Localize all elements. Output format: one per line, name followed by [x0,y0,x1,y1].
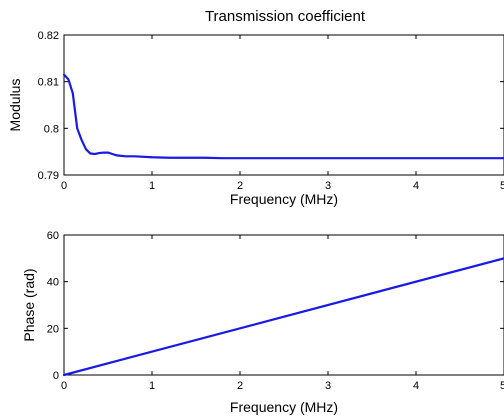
top-y-tick-label: 0.81 [38,77,59,89]
bottom-x-tick-label: 3 [325,380,331,392]
bottom-x-tick-label: 0 [61,380,67,392]
bottom-x-axis-label: Frequency (MHz) [230,399,338,415]
modulus-series-line [62,73,504,160]
top-x-tick-label: 4 [413,180,419,192]
top-y-tick-label: 0.82 [38,30,59,42]
bottom-x-tick-label: 1 [149,380,155,392]
top-y-axis-label: Modulus [7,79,23,132]
bottom-y-tick-label: 60 [47,230,59,242]
top-x-axis-label: Frequency (MHz) [230,191,338,207]
top-x-tick-label: 0 [61,180,67,192]
bottom-y-tick-label: 0 [53,370,59,382]
bottom-plot-frame [63,234,504,376]
bottom-x-tick-label: 5 [500,380,504,392]
bottom-subplot: 0 1 2 3 4 5 0 20 40 60 Frequency (MHz) Phase (rad… [21,230,504,415]
top-y-tick-label: 0.8 [44,123,59,135]
top-plot-frame [63,34,504,176]
top-axis-ticks: 0 1 2 3 4 5 0.79 0.8 0.81 0.82 [38,30,504,192]
phase-series-line [62,257,504,377]
top-chart-title: Transmission coefficient [205,8,366,25]
top-y-tick-label: 0.79 [38,170,59,182]
bottom-x-tick-label: 4 [413,380,419,392]
top-x-tick-label: 3 [325,180,331,192]
bottom-y-axis-label: Phase (rad) [21,268,37,341]
bottom-y-tick-label: 20 [47,323,59,335]
top-x-tick-label: 1 [149,180,155,192]
top-subplot: Transmission coefficient 0 1 2 3 4 5 0.79 0.8 0.… [7,8,504,207]
top-x-tick-label: 5 [500,180,504,192]
bottom-axis-ticks: 0 1 2 3 4 5 0 20 40 60 [47,230,504,392]
top-x-tick-label: 2 [237,180,243,192]
bottom-y-tick-label: 40 [47,277,59,289]
bottom-x-tick-label: 2 [237,380,243,392]
